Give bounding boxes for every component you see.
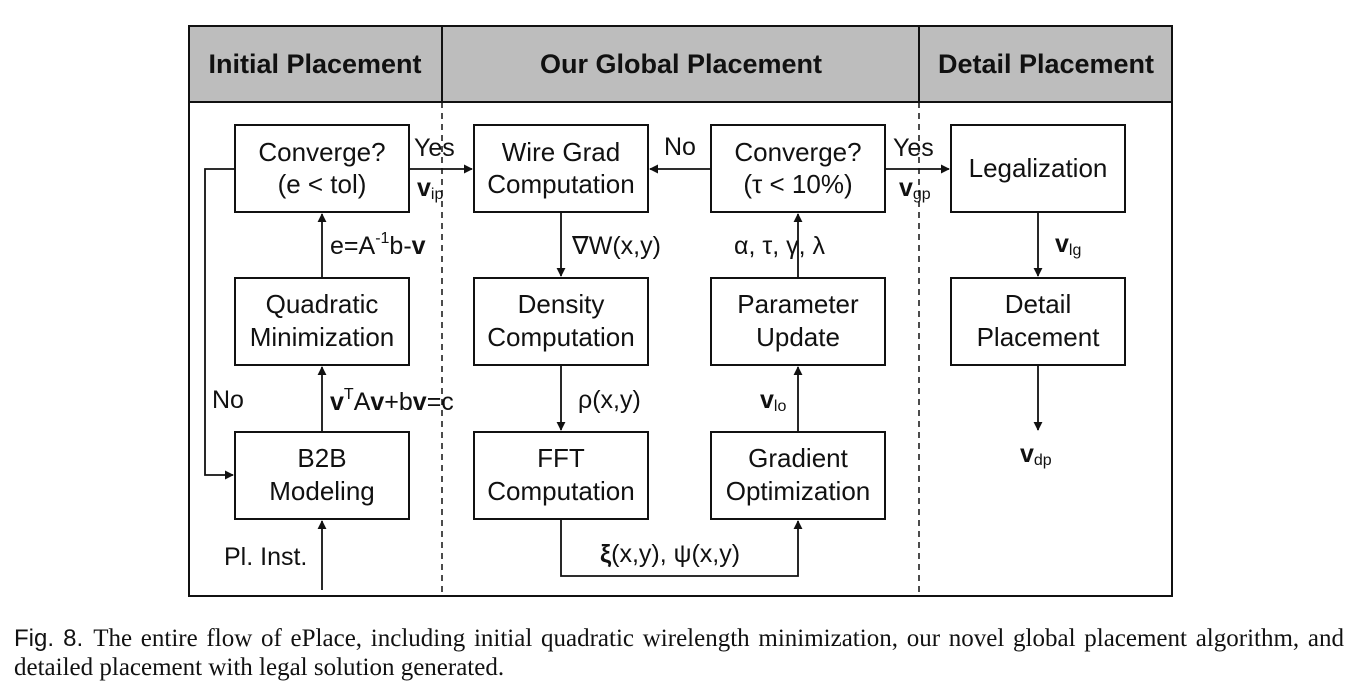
header-band bbox=[189, 26, 1172, 102]
converge-ip-line1: Converge? bbox=[258, 137, 385, 167]
b2b-line2: Modeling bbox=[269, 476, 375, 506]
quadratic-line1: Quadratic bbox=[266, 289, 379, 319]
header-global-placement: Our Global Placement bbox=[540, 49, 822, 79]
fft-line2: Computation bbox=[487, 476, 634, 506]
label-yes-initial: Yes bbox=[414, 134, 455, 162]
detail-line1: Detail bbox=[1005, 289, 1071, 319]
label-no-global: No bbox=[664, 133, 696, 161]
label-no-initial: No bbox=[212, 386, 244, 414]
caption-text: The entire flow of ePlace, including ini… bbox=[14, 625, 1344, 681]
label-xi-psi: ξ(x,y), ψ(x,y) bbox=[600, 540, 740, 568]
wire-grad-line2: Computation bbox=[487, 169, 634, 199]
label-v-lo: vlo bbox=[760, 386, 786, 415]
label-pl-inst: Pl. Inst. bbox=[224, 543, 307, 571]
legalization-line1: Legalization bbox=[969, 153, 1108, 183]
param-line2: Update bbox=[756, 322, 840, 352]
converge-gp-line2: (τ < 10%) bbox=[743, 169, 852, 199]
detail-line2: Placement bbox=[977, 322, 1101, 352]
gradopt-line2: Optimization bbox=[726, 476, 871, 506]
header-detail-placement: Detail Placement bbox=[938, 49, 1154, 79]
param-line1: Parameter bbox=[737, 289, 859, 319]
eplace-flow-diagram: Initial Placement Our Global Placement D… bbox=[188, 25, 1173, 597]
gradopt-line1: Gradient bbox=[748, 443, 848, 473]
converge-ip-line2: (e < tol) bbox=[278, 169, 367, 199]
arrow-no-loop-initial bbox=[204, 168, 235, 480]
header-initial-placement: Initial Placement bbox=[208, 49, 421, 79]
wire-grad-box bbox=[473, 124, 649, 213]
wire-grad-line1: Wire Grad bbox=[502, 137, 620, 167]
density-line2: Computation bbox=[487, 322, 634, 352]
quadratic-line2: Minimization bbox=[250, 322, 395, 352]
label-objective-formula: vTAv+bv=c bbox=[330, 386, 454, 416]
density-computation-box bbox=[473, 277, 649, 366]
fft-line1: FFT bbox=[537, 443, 585, 473]
b2b-line1: B2B bbox=[297, 443, 346, 473]
gradient-optimization-box bbox=[710, 431, 886, 520]
label-rho: ρ(x,y) bbox=[578, 386, 641, 414]
label-v-gp: vgp bbox=[899, 174, 931, 203]
label-v-dp: vdp bbox=[1020, 440, 1052, 469]
converge-gp-line1: Converge? bbox=[734, 137, 861, 167]
legalization-box bbox=[950, 124, 1126, 213]
label-v-lg: vlg bbox=[1055, 230, 1081, 259]
label-grad-w: ∇W(x,y) bbox=[571, 232, 661, 260]
figure-number: Fig. 8. bbox=[14, 625, 84, 652]
label-error-formula: e=A-1b-v bbox=[330, 230, 426, 260]
detail-placement-box bbox=[950, 277, 1126, 366]
diagram-frame bbox=[188, 25, 1173, 597]
parameter-update-box bbox=[710, 277, 886, 366]
label-params: α, τ, γ, λ bbox=[734, 232, 826, 260]
arrow-fft-to-gradopt bbox=[560, 519, 803, 577]
label-yes-global: Yes bbox=[893, 134, 934, 162]
density-line1: Density bbox=[518, 289, 605, 319]
figure-caption: Fig. 8. The entire flow of ePlace, includ… bbox=[14, 624, 1344, 682]
fft-computation-box bbox=[473, 431, 649, 520]
label-v-ip: vip bbox=[417, 174, 443, 203]
